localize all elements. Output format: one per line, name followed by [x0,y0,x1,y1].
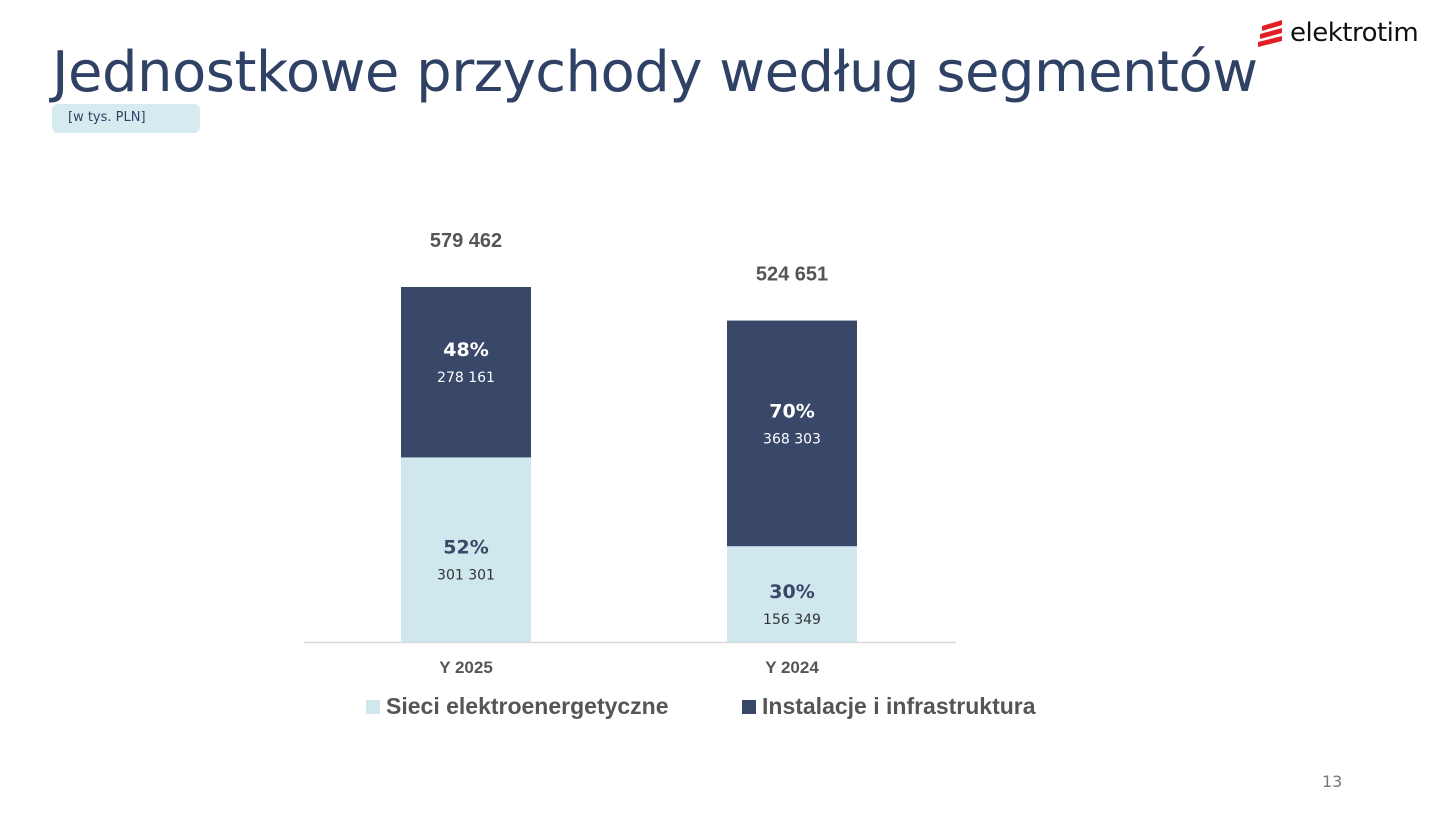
page-title: Jednostkowe przychody według segmentów [52,40,1258,105]
value-label-instalacje-1: 368 303 [763,431,821,447]
elektrotim-logo-icon [1258,20,1282,47]
value-label-sieci-0: 301 301 [437,568,495,584]
total-label-0: 579 462 [430,230,502,252]
legend-label: Instalacje i infrastruktura [762,693,1036,719]
legend-swatch-light [366,700,380,714]
legend-label: Sieci elektroenergetyczne [386,693,669,719]
x-tick-label-0: Y 2025 [439,658,493,677]
x-tick-label-1: Y 2024 [765,658,819,677]
bar-segment-sieci-1 [727,546,857,642]
value-label-sieci-1: 156 349 [763,612,821,628]
pct-label-sieci-0: 52% [443,537,488,559]
value-label-instalacje-0: 278 161 [437,370,495,386]
pct-label-instalacje-1: 70% [769,400,814,422]
unit-badge: [w tys. PLN] [52,104,200,133]
unit-label: [w tys. PLN] [68,110,146,125]
bar-segment-sieci-0 [401,457,531,642]
bar-segment-instalacje-0 [401,287,531,458]
legend-swatch-dark [742,700,756,714]
pct-label-instalacje-0: 48% [443,339,488,361]
pct-label-sieci-1: 30% [769,581,814,603]
bar-segment-instalacje-1 [727,320,857,547]
logo-text: elektrotim [1290,18,1419,48]
total-label-1: 524 651 [756,264,828,286]
page-number: 13 [1322,772,1343,791]
company-logo: elektrotim [1258,18,1428,52]
